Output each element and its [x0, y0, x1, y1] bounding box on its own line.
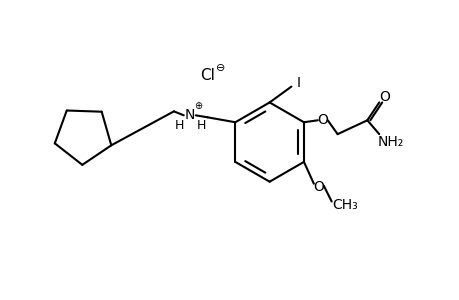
Text: ⊖: ⊖ — [216, 63, 225, 73]
Text: O: O — [317, 113, 328, 127]
Text: O: O — [378, 91, 389, 104]
Text: CH₃: CH₃ — [332, 199, 358, 212]
Text: I: I — [296, 76, 300, 90]
Text: H: H — [196, 119, 206, 132]
Text: H: H — [175, 119, 184, 132]
Text: NH₂: NH₂ — [377, 135, 403, 149]
Text: O: O — [313, 180, 324, 194]
Text: Cl: Cl — [199, 68, 214, 83]
Text: N: N — [184, 108, 195, 122]
Text: ⊕: ⊕ — [194, 101, 202, 111]
